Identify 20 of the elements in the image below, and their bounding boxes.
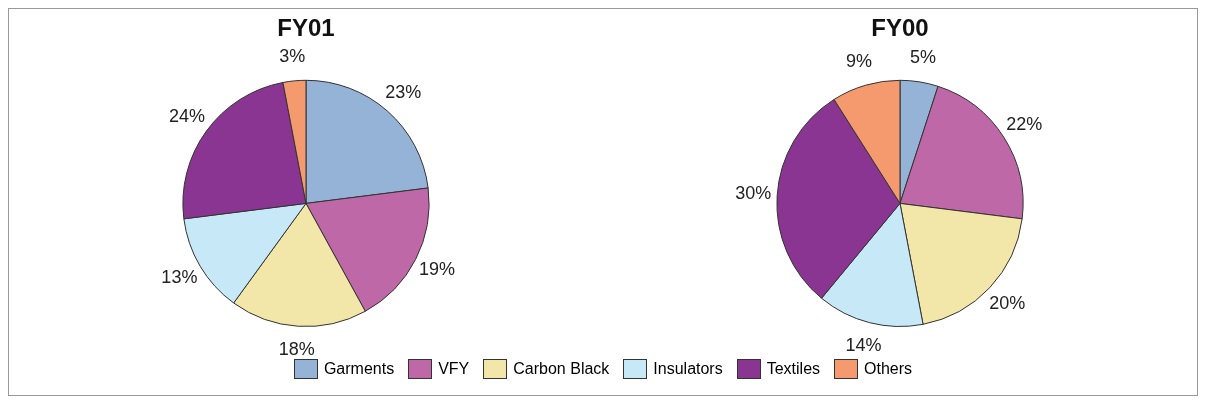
data-label: 30% bbox=[735, 183, 772, 204]
legend-label: Garments bbox=[323, 360, 395, 378]
data-label: 22% bbox=[1006, 113, 1043, 134]
data-label: 19% bbox=[419, 259, 456, 280]
data-label: 14% bbox=[845, 334, 882, 355]
data-label: 5% bbox=[910, 47, 937, 68]
legend-label: VFY bbox=[438, 360, 470, 378]
data-label: 24% bbox=[168, 105, 206, 126]
data-label: 20% bbox=[989, 293, 1026, 314]
legend-label: Insulators bbox=[653, 360, 723, 378]
chart-title: FY01 bbox=[277, 14, 335, 42]
chart-title: FY00 bbox=[871, 14, 929, 42]
data-label: 23% bbox=[385, 82, 422, 103]
data-label: 3% bbox=[279, 45, 306, 66]
legend-label: Textiles bbox=[766, 360, 821, 378]
legend-label: Others bbox=[864, 360, 913, 378]
data-label: 18% bbox=[278, 339, 315, 360]
data-label: 13% bbox=[161, 267, 198, 288]
data-label: 9% bbox=[845, 51, 872, 72]
legend-label: Carbon Black bbox=[513, 360, 610, 378]
